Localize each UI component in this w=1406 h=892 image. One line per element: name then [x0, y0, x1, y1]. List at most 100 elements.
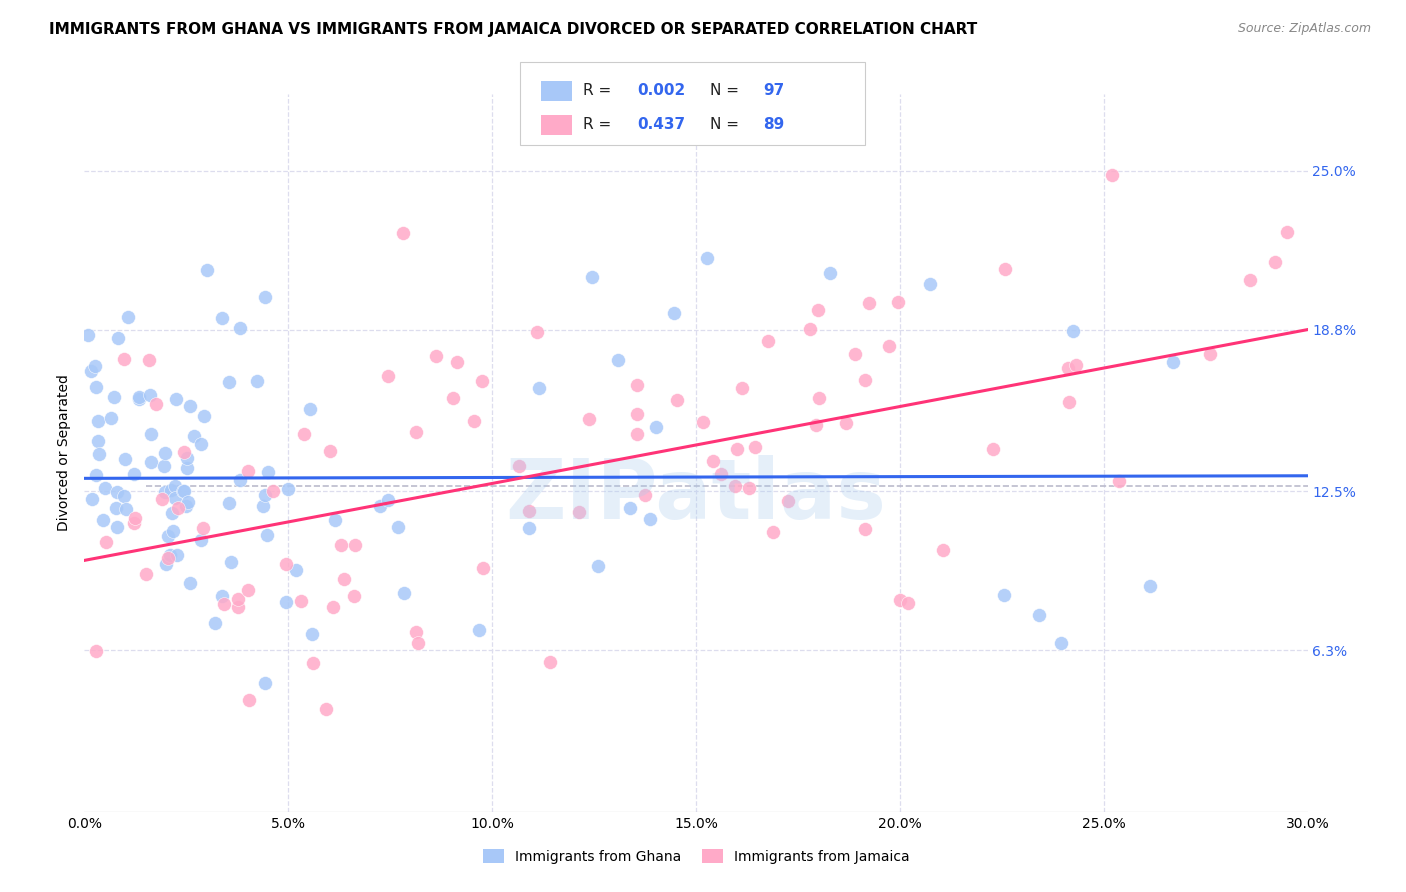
- Point: [323, 512, 346, 526]
- Text: N =: N =: [710, 83, 744, 98]
- Point: [159, 548, 181, 562]
- Point: [1101, 168, 1123, 182]
- Point: [228, 592, 250, 607]
- Point: [1057, 361, 1080, 376]
- Point: [153, 446, 176, 460]
- Point: [463, 414, 485, 428]
- Point: [87, 414, 110, 428]
- Point: [725, 442, 748, 457]
- Point: [394, 585, 416, 599]
- Point: [77, 327, 100, 342]
- Legend: Immigrants from Ghana, Immigrants from Jamaica: Immigrants from Ghana, Immigrants from J…: [477, 844, 915, 870]
- Point: [124, 511, 146, 525]
- Point: [807, 303, 830, 318]
- Point: [724, 479, 747, 493]
- Point: [80, 364, 103, 378]
- Point: [107, 485, 129, 500]
- Point: [1064, 359, 1087, 373]
- Point: [256, 527, 278, 541]
- Point: [692, 415, 714, 429]
- Point: [301, 656, 323, 670]
- Point: [392, 226, 415, 240]
- Point: [274, 557, 297, 571]
- Point: [94, 534, 117, 549]
- Point: [153, 458, 176, 473]
- Point: [115, 502, 138, 516]
- Point: [529, 381, 551, 395]
- Point: [160, 483, 183, 497]
- Point: [122, 467, 145, 481]
- Point: [471, 375, 494, 389]
- Point: [344, 538, 367, 552]
- Point: [634, 488, 657, 502]
- Point: [1139, 579, 1161, 593]
- Point: [405, 625, 427, 640]
- Point: [166, 549, 188, 563]
- Point: [517, 504, 540, 518]
- Point: [284, 563, 307, 577]
- Point: [172, 484, 194, 499]
- Point: [139, 455, 162, 469]
- Point: [1199, 347, 1222, 361]
- Point: [889, 593, 911, 607]
- Text: 97: 97: [763, 83, 785, 98]
- Text: 0.002: 0.002: [637, 83, 685, 98]
- Text: ZIPatlas: ZIPatlas: [506, 455, 886, 536]
- Point: [315, 702, 337, 716]
- Point: [128, 392, 150, 406]
- Point: [377, 368, 399, 383]
- Point: [808, 391, 831, 405]
- Point: [190, 437, 212, 451]
- Text: IMMIGRANTS FROM GHANA VS IMMIGRANTS FROM JAMAICA DIVORCED OR SEPARATED CORRELATI: IMMIGRANTS FROM GHANA VS IMMIGRANTS FROM…: [49, 22, 977, 37]
- Point: [176, 461, 198, 475]
- Point: [762, 524, 785, 539]
- Point: [1277, 225, 1299, 239]
- Point: [226, 600, 249, 615]
- Point: [1050, 636, 1073, 650]
- Point: [218, 496, 240, 510]
- Point: [277, 483, 299, 497]
- Point: [138, 388, 160, 402]
- Point: [471, 561, 494, 575]
- Point: [179, 575, 201, 590]
- Point: [1239, 273, 1261, 287]
- Point: [107, 331, 129, 345]
- Point: [253, 290, 276, 304]
- Point: [238, 692, 260, 706]
- Point: [744, 440, 766, 454]
- Point: [145, 397, 167, 411]
- Point: [508, 458, 530, 473]
- Point: [756, 334, 779, 349]
- Point: [645, 419, 668, 434]
- Point: [141, 427, 163, 442]
- Point: [167, 500, 190, 515]
- Point: [329, 538, 352, 552]
- Point: [931, 543, 953, 558]
- Text: R =: R =: [583, 83, 617, 98]
- Point: [117, 310, 139, 324]
- Point: [150, 491, 173, 506]
- Point: [112, 489, 135, 503]
- Point: [103, 390, 125, 404]
- Point: [160, 506, 183, 520]
- Point: [446, 355, 468, 369]
- Point: [731, 381, 754, 395]
- Point: [218, 375, 240, 389]
- Point: [1028, 607, 1050, 622]
- Point: [1062, 324, 1084, 338]
- Point: [377, 493, 399, 508]
- Point: [262, 483, 284, 498]
- Point: [322, 599, 344, 614]
- Point: [468, 623, 491, 637]
- Point: [1161, 355, 1184, 369]
- Point: [662, 306, 685, 320]
- Point: [853, 522, 876, 536]
- Point: [993, 588, 1015, 602]
- Point: [236, 583, 259, 598]
- Point: [887, 295, 910, 310]
- Point: [87, 447, 110, 461]
- Point: [568, 505, 591, 519]
- Text: Source: ZipAtlas.com: Source: ZipAtlas.com: [1237, 22, 1371, 36]
- Point: [112, 351, 135, 366]
- Point: [163, 479, 186, 493]
